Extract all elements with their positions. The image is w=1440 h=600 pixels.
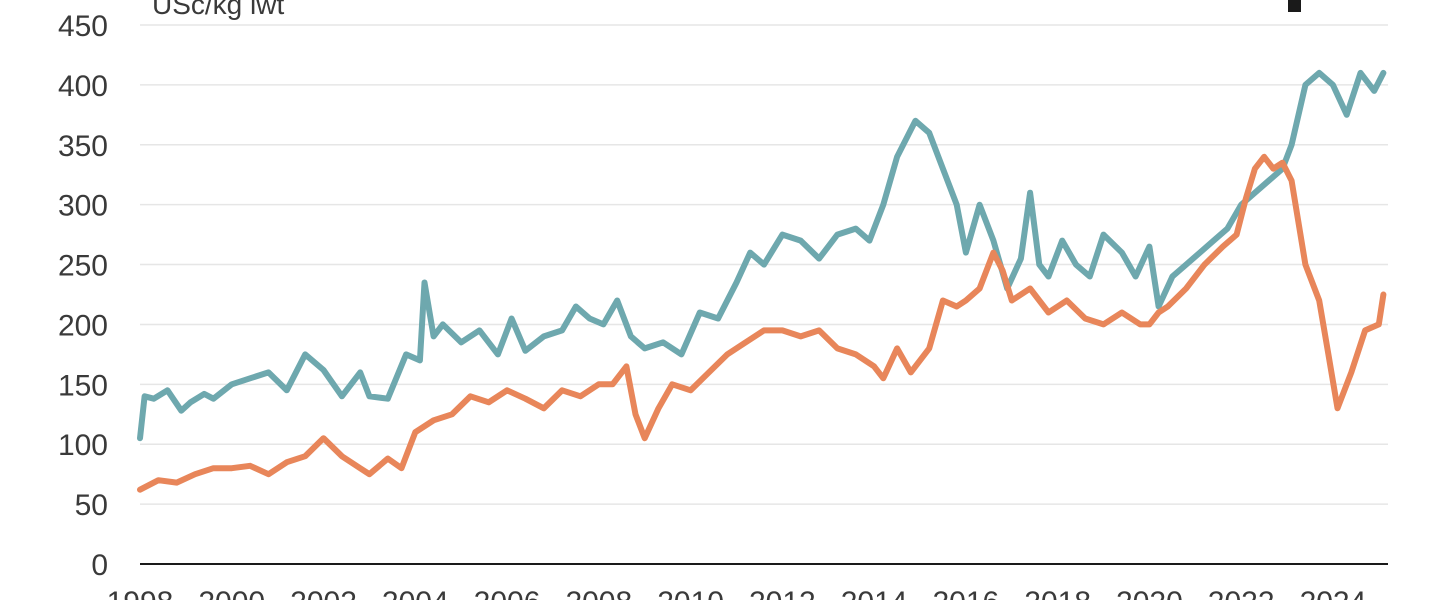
x-tick-label: 2016 xyxy=(933,586,1000,600)
x-tick-label: 2004 xyxy=(382,586,449,600)
x-tick-label: 2006 xyxy=(474,586,541,600)
y-tick-label: 400 xyxy=(58,70,108,103)
y-tick-label: 150 xyxy=(58,369,108,402)
x-tick-label: 2024 xyxy=(1300,586,1367,600)
y-tick-label: 0 xyxy=(91,549,108,582)
series-line-2 xyxy=(137,153,1387,493)
series-lines xyxy=(137,69,1387,493)
x-tick-label: 2018 xyxy=(1024,586,1091,600)
x-tick-label: 2008 xyxy=(565,586,632,600)
x-tick-label: 1998 xyxy=(107,586,174,600)
y-axis-unit-label: USc/kg lwt xyxy=(152,0,284,20)
x-tick-label: 2020 xyxy=(1116,586,1183,600)
x-tick-label: 2022 xyxy=(1208,586,1275,600)
x-tick-label: 2012 xyxy=(749,586,816,600)
y-tick-label: 200 xyxy=(58,309,108,342)
series-line-1 xyxy=(137,69,1387,442)
y-tick-label: 350 xyxy=(58,130,108,163)
y-axis-ticks: 0 50 100 150 200 250 300 350 400 450 xyxy=(58,10,108,582)
y-tick-label: 450 xyxy=(58,10,108,43)
x-tick-label: 2000 xyxy=(198,586,265,600)
y-tick-label: 100 xyxy=(58,429,108,462)
y-tick-label: 250 xyxy=(58,250,108,283)
y-tick-label: 300 xyxy=(58,190,108,223)
x-tick-label: 2014 xyxy=(841,586,908,600)
y-tick-label: 50 xyxy=(75,489,108,522)
corner-marker xyxy=(1288,0,1301,12)
x-tick-label: 2010 xyxy=(657,586,724,600)
